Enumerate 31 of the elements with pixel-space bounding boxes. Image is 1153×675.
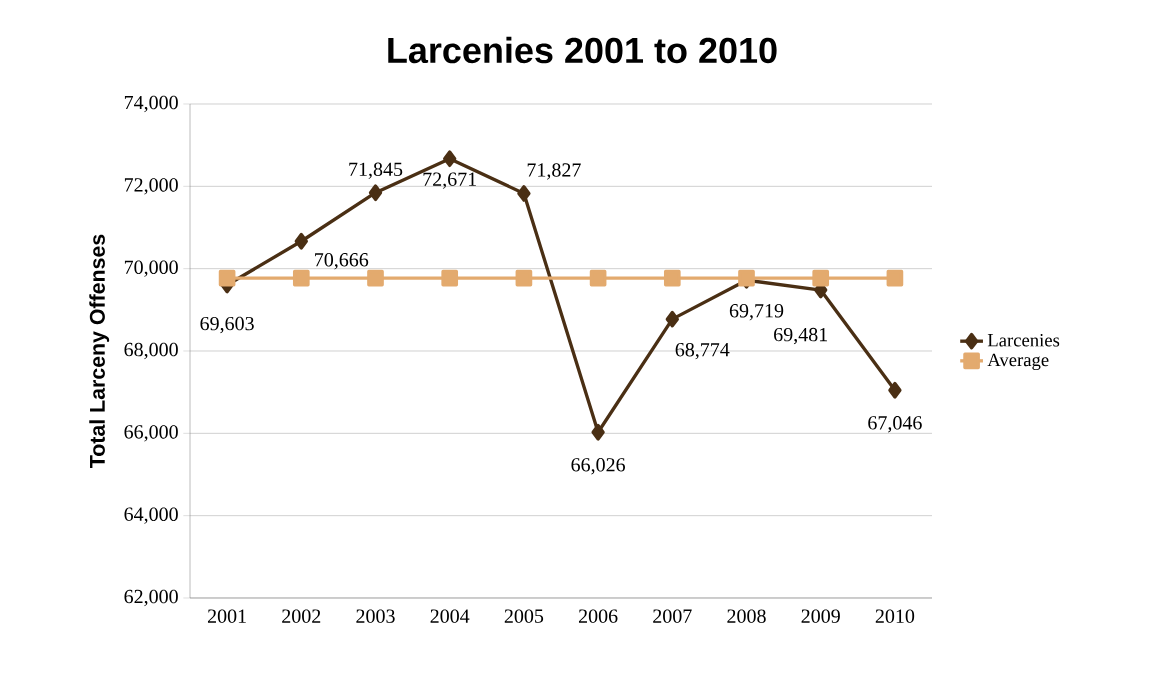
y-axis-title: Total Larceny Offenses [89,234,110,468]
data-label: 71,845 [349,162,403,179]
data-label: 69,481 [774,327,828,345]
data-label: 67,046 [868,416,922,433]
data-label: 66,026 [571,458,626,475]
data-label: 68,774 [675,342,730,360]
data-label: 69,719 [729,304,784,321]
y-tick-label: 64,000 [124,507,178,524]
x-tick-label: 2009 [801,609,840,623]
data-label: 71,827 [527,163,581,180]
y-tick-label: 70,000 [124,260,178,277]
x-tick-label: 2005 [504,609,544,623]
chart-title: Larcenies 2001 to 2010 [388,36,777,64]
x-tick-label: 2008 [727,609,766,623]
x-tick-label: 2004 [430,609,470,623]
y-tick-label: 66,000 [124,425,178,442]
x-tick-label: 2010 [875,609,915,623]
y-tick-label: 72,000 [124,178,178,195]
y-tick-label: 74,000 [124,95,178,113]
x-tick-label: 2007 [653,609,692,623]
data-label: 72,671 [423,172,477,189]
x-tick-label: 2006 [578,609,618,623]
y-tick-label: 62,000 [124,589,178,607]
data-label: 70,666 [315,253,369,270]
x-tick-label: 2003 [356,609,395,623]
x-tick-label: 2002 [282,609,321,623]
y-tick-label: 68,000 [124,342,178,360]
legend-label: Larcenies [987,333,1060,347]
data-label: 69,603 [200,316,254,334]
legend-label: Average [987,353,1049,371]
x-tick-label: 2001 [207,609,246,623]
